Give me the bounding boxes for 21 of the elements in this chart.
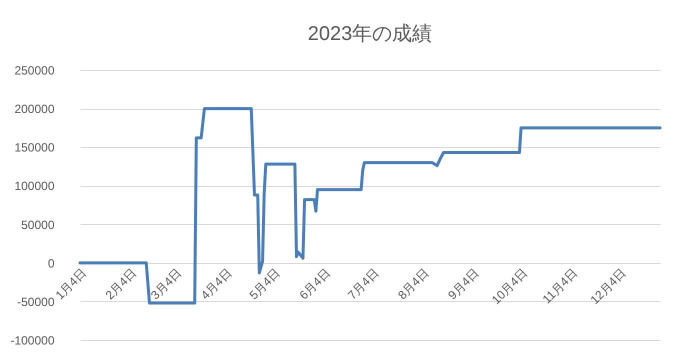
x-tick-label: 10月4日 [489,266,530,307]
x-tick-label: 5月4日 [246,266,283,302]
y-tick-label: 250000 [14,64,55,78]
x-tick-label: 7月4日 [345,266,382,302]
y-tick-label: 50000 [21,218,55,232]
x-tick-label: 11月4日 [540,266,580,306]
x-tick-label: 3月4日 [148,266,184,302]
y-tick-label: 150000 [14,140,55,155]
x-tick-label: 9月4日 [445,266,482,302]
x-tick-label: 1月4日 [52,266,89,302]
x-tick-label: 4月4日 [198,266,234,302]
y-tick-label: 0 [48,256,55,270]
chart-title: 2023年の成績 [308,23,432,45]
x-tick-label: 12月4日 [588,266,629,307]
x-tick-label: 2月4日 [102,266,140,302]
y-tick-label: 200000 [14,102,55,116]
x-tick-label: 6月4日 [296,266,333,302]
x-tick-label: 8月4日 [395,266,432,302]
y-tick-label: -100000 [10,334,55,348]
y-tick-label: -50000 [17,294,55,309]
y-tick-label: 100000 [14,179,55,194]
